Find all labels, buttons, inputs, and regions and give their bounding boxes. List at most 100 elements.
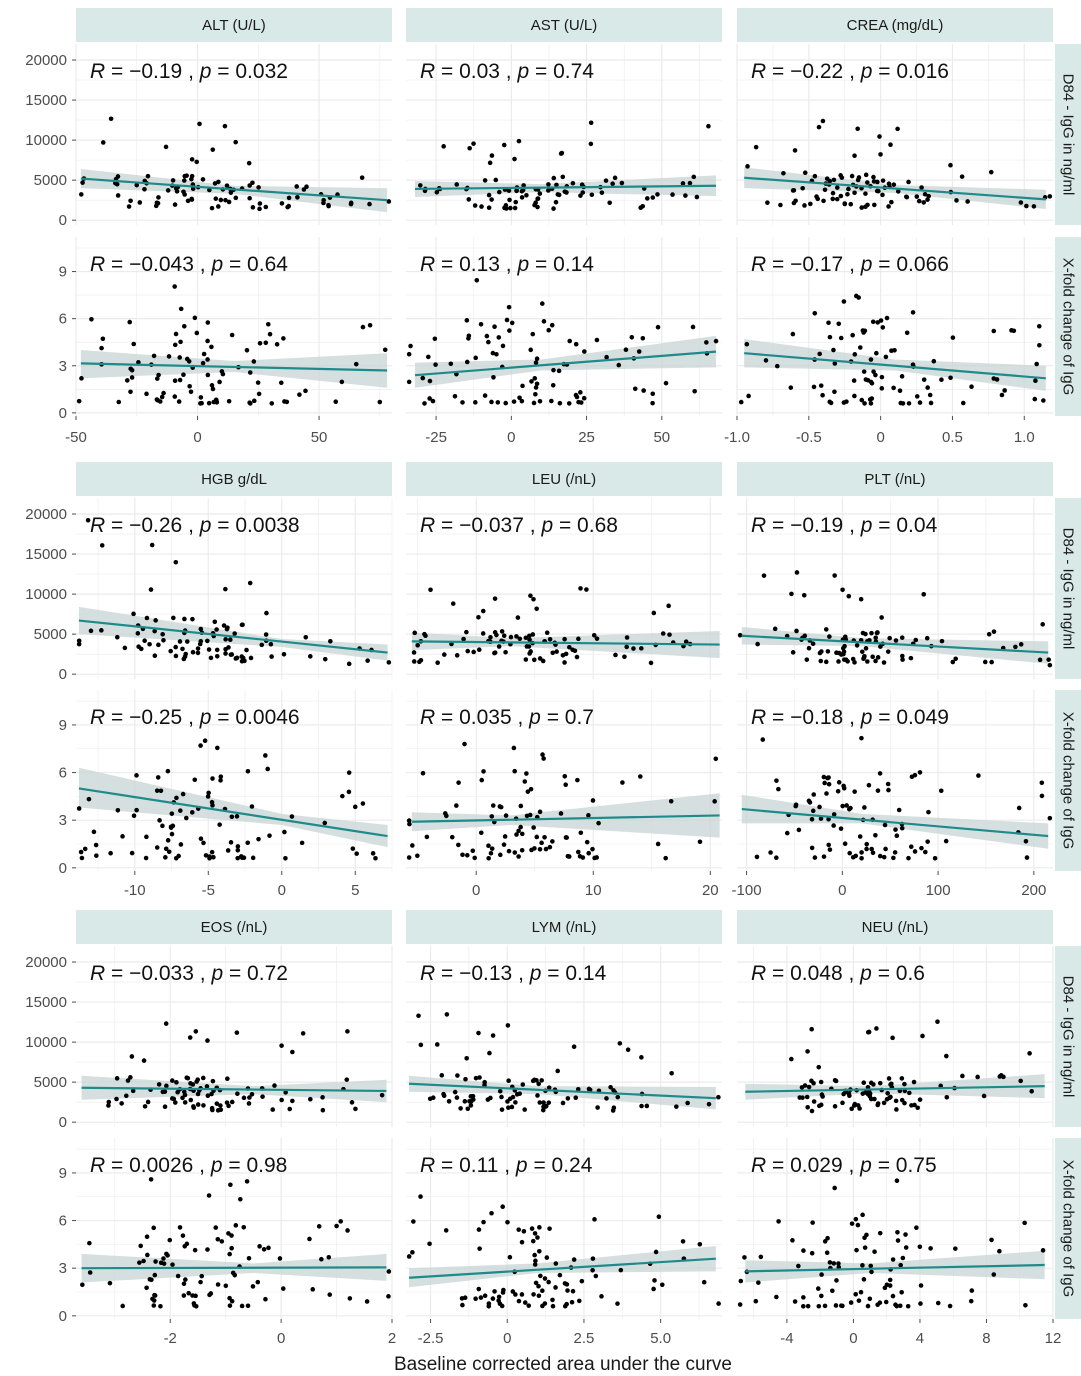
panel-12-point: [164, 1083, 169, 1089]
panel-2-point: [838, 193, 844, 199]
panel-2-point: [808, 201, 813, 207]
panel-3-point: [177, 377, 183, 383]
panel-9-fit-line: [78, 787, 388, 838]
panel-13-point: [416, 1013, 421, 1019]
panel-6-point: [322, 656, 328, 662]
panel-14-point: [902, 1081, 907, 1087]
panel-1-point: [554, 182, 559, 188]
panel-2-point: [859, 205, 865, 210]
panel-4-point: [534, 356, 540, 362]
panel-14-point: [888, 1082, 893, 1087]
panel-2-point: [886, 204, 891, 209]
panel-1-point: [535, 196, 541, 201]
panel-9-point: [205, 794, 211, 799]
panel-5-point: [836, 321, 842, 327]
panel-2-title: CREA (mg/dL): [847, 17, 944, 34]
panel-5-point: [906, 401, 912, 406]
panel-0-fit-line: [80, 177, 388, 202]
panel-17-point: [849, 1221, 855, 1226]
panel-11-point: [896, 807, 902, 813]
panel-16-point: [653, 1249, 659, 1255]
panel-6-point: [136, 644, 141, 649]
panel-2-point: [925, 197, 930, 202]
panel-11-point: [912, 849, 918, 854]
panel-10-point: [506, 848, 512, 854]
panel-1-point: [466, 197, 472, 202]
panel-11-point: [1024, 855, 1030, 860]
panel-11-point: [877, 771, 883, 776]
panel-7-point: [476, 647, 482, 653]
panel-0-point: [263, 204, 269, 210]
panel-12-point: [353, 1106, 358, 1112]
panel-17-point: [887, 1277, 893, 1283]
panel-3-stat-part: R: [90, 253, 105, 276]
panel-4-point: [492, 324, 497, 329]
panel-3-point: [213, 397, 219, 403]
panel-2-point: [875, 179, 880, 185]
panel-5-x-tick-label: -1.0: [724, 429, 750, 446]
panel-11-x-tick-label: 200: [1021, 882, 1046, 899]
panel-3-confidence-band: [80, 350, 388, 388]
panel-1-point: [493, 177, 499, 183]
panel-15-point: [149, 1277, 154, 1283]
panel-0-point: [218, 197, 224, 203]
panel-2-point: [802, 203, 807, 208]
panel-7-title: LEU (/nL): [532, 471, 596, 488]
panel-7-point: [572, 648, 578, 654]
panel-11-point: [1016, 805, 1022, 811]
panel-13-point: [546, 1085, 552, 1090]
panel-11-point: [760, 737, 766, 742]
panel-4-point: [482, 393, 488, 398]
panel-14-point: [841, 1091, 846, 1097]
panel-17-point: [898, 1262, 903, 1268]
panel-11-point: [817, 804, 822, 810]
panel-2-point: [914, 194, 920, 199]
panel-9-point: [180, 791, 186, 797]
panel-9-point: [160, 823, 165, 829]
panel-15-point: [208, 1291, 214, 1296]
panel-15-x-tick-label: 0: [277, 1330, 285, 1347]
panel-5: R = −0.17 , p = 0.066-1.0 -0.5 0 0.5 1.0X-fo…: [724, 237, 1081, 446]
panel-0-point: [78, 192, 84, 197]
panel-10-point: [512, 768, 517, 774]
panel-6-stat-part: = −0.26 ,: [105, 514, 200, 537]
panel-7-point: [534, 606, 539, 612]
panel-15-point: [190, 1293, 195, 1298]
panel-9-point: [163, 855, 168, 860]
panel-4-point: [433, 362, 438, 367]
panel-9-point: [120, 834, 125, 839]
panel-15-point: [255, 1279, 261, 1285]
panel-4-point: [426, 354, 431, 360]
panel-13-point: [520, 1082, 526, 1087]
panel-6-point: [114, 634, 120, 640]
panel-10-point: [577, 854, 583, 859]
panel-2-point: [988, 169, 994, 175]
panel-16-point: [406, 1254, 412, 1259]
panel-9-point: [225, 848, 231, 853]
panel-15-point: [213, 1225, 219, 1230]
panel-3-stat-part: p: [210, 253, 223, 276]
panel-13-point: [452, 1089, 458, 1095]
panel-4-point: [604, 354, 609, 360]
panel-9-point: [215, 745, 220, 751]
panel-10-point: [519, 847, 525, 853]
panel-5-point: [950, 335, 956, 340]
panel-4-point: [551, 367, 556, 373]
panel-1-point: [507, 197, 512, 203]
panel-17-point: [792, 1299, 798, 1304]
panel-4-point: [578, 390, 583, 395]
panel-10-point: [531, 825, 536, 830]
panel-2-point: [855, 126, 860, 132]
panel-16-background: [406, 1138, 722, 1319]
panel-12-point: [130, 1088, 136, 1094]
panel-6-y-tick-label: 20000: [25, 506, 67, 523]
panel-9-point: [340, 793, 345, 799]
panel-0-point: [321, 200, 326, 206]
panel-8-point: [867, 638, 872, 643]
panel-8-point: [802, 633, 808, 639]
panel-2-point: [792, 148, 798, 153]
panel-13-point: [625, 1047, 631, 1052]
panel-1-point: [537, 191, 543, 196]
panel-6-point: [85, 518, 91, 523]
panel-4-point: [511, 399, 517, 404]
